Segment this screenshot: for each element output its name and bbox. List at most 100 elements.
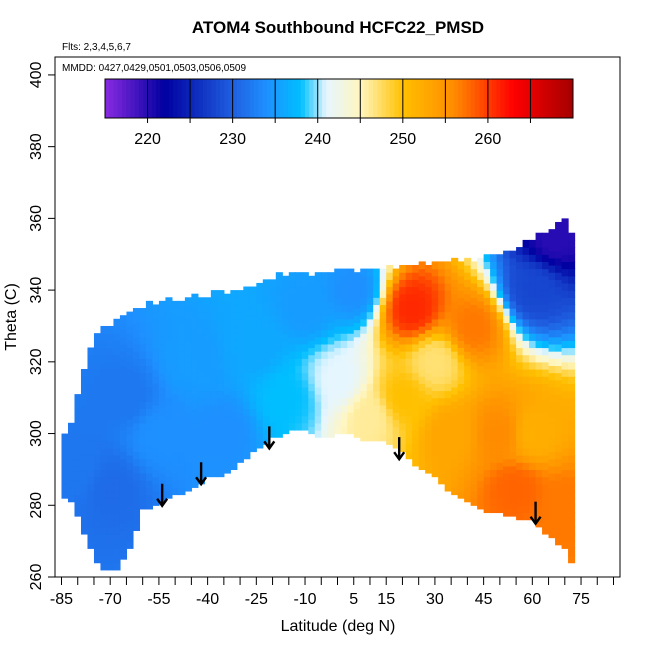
colorbar-cell [560, 79, 565, 118]
heat-cell [457, 369, 465, 377]
heat-cell [340, 390, 348, 399]
heat-cell [431, 333, 439, 341]
heat-cell [418, 383, 426, 392]
heat-cell [204, 404, 212, 413]
heat-cell [132, 516, 141, 524]
heat-cell [145, 379, 154, 388]
heat-cell [438, 333, 446, 341]
heat-cell [503, 480, 511, 488]
heat-cell [535, 311, 543, 320]
heat-cell [301, 322, 309, 331]
heat-cell [223, 444, 231, 453]
heat-cell [392, 361, 400, 370]
heat-cell [555, 494, 563, 503]
heat-cell [308, 282, 316, 291]
heat-cell [522, 354, 530, 363]
heat-cell [184, 304, 192, 313]
heat-cell [256, 426, 264, 435]
heat-cell [230, 333, 238, 341]
heat-cell [126, 440, 134, 449]
heat-cell [230, 361, 238, 370]
heat-cell [464, 257, 472, 266]
heat-cell [191, 401, 199, 410]
colorbar-cell [411, 79, 417, 118]
colorbar-cell [156, 79, 161, 118]
heat-cell [327, 358, 335, 367]
heat-cell [451, 444, 459, 453]
heat-cell [464, 401, 472, 410]
heat-cell [542, 282, 550, 291]
heat-cell [438, 340, 446, 349]
colorbar-cell [241, 79, 246, 118]
heat-cell [373, 383, 381, 392]
heat-cell [204, 462, 212, 471]
heat-cell [373, 304, 381, 313]
heat-cell [529, 333, 537, 341]
heat-cell [451, 372, 459, 381]
heat-cell [483, 297, 491, 306]
heat-cell [483, 426, 491, 435]
heat-cell [249, 386, 257, 395]
heat-cell [542, 254, 550, 263]
heat-cell [483, 490, 491, 499]
heat-cell [464, 322, 472, 331]
heat-cell [106, 404, 115, 413]
heat-cell [490, 419, 498, 427]
colorbar-cell [185, 79, 191, 118]
heat-cell [321, 415, 329, 424]
heat-cell [470, 412, 478, 420]
heat-cell [165, 419, 173, 427]
heat-cell [249, 444, 257, 453]
heat-cell [555, 530, 563, 539]
heat-cell [197, 419, 205, 427]
heat-cell [152, 447, 160, 456]
heat-cell [548, 473, 556, 481]
colorbar-cell [390, 79, 395, 118]
heat-cell [516, 290, 524, 298]
heat-cell [61, 483, 69, 492]
heat-cell [171, 343, 179, 352]
heat-cell [353, 272, 361, 280]
heat-cell [470, 311, 478, 320]
heat-cell [210, 469, 218, 478]
heat-cell [516, 275, 524, 284]
heat-cell [145, 494, 154, 503]
heat-cell [483, 354, 491, 363]
heat-cell [327, 300, 335, 309]
heat-cell [392, 404, 400, 413]
heat-cell [236, 290, 244, 298]
heat-cell [230, 376, 238, 384]
heat-cell [327, 401, 335, 410]
heat-cell [431, 282, 439, 291]
heat-cell [100, 412, 108, 420]
heat-cell [139, 322, 147, 331]
heat-cell [373, 333, 381, 341]
heat-cell [321, 408, 329, 417]
heat-cell [301, 272, 309, 280]
heat-cell [366, 412, 374, 420]
heat-cell [548, 315, 556, 323]
heat-cell [561, 490, 569, 499]
heat-cell [548, 365, 556, 374]
heat-cell [243, 293, 251, 302]
heat-cell [503, 272, 511, 280]
heat-cell [340, 333, 348, 341]
heat-cell [509, 343, 517, 352]
heat-cell [516, 462, 524, 471]
colorbar-cell [219, 79, 225, 118]
colorbar-cell [458, 79, 463, 118]
heat-cell [184, 318, 192, 327]
colorbar-cell [432, 79, 438, 118]
heat-cell [555, 487, 563, 496]
heat-cell [191, 394, 199, 402]
colorbar-cell [266, 79, 272, 118]
heat-cell [191, 322, 199, 331]
heat-cell [119, 473, 128, 481]
heat-cell [561, 433, 569, 442]
heat-cell [542, 232, 550, 241]
heat-cell [490, 383, 498, 392]
heat-cell [464, 451, 472, 460]
heat-cell [418, 376, 426, 384]
heat-cell [295, 300, 303, 309]
heat-cell [308, 347, 316, 356]
